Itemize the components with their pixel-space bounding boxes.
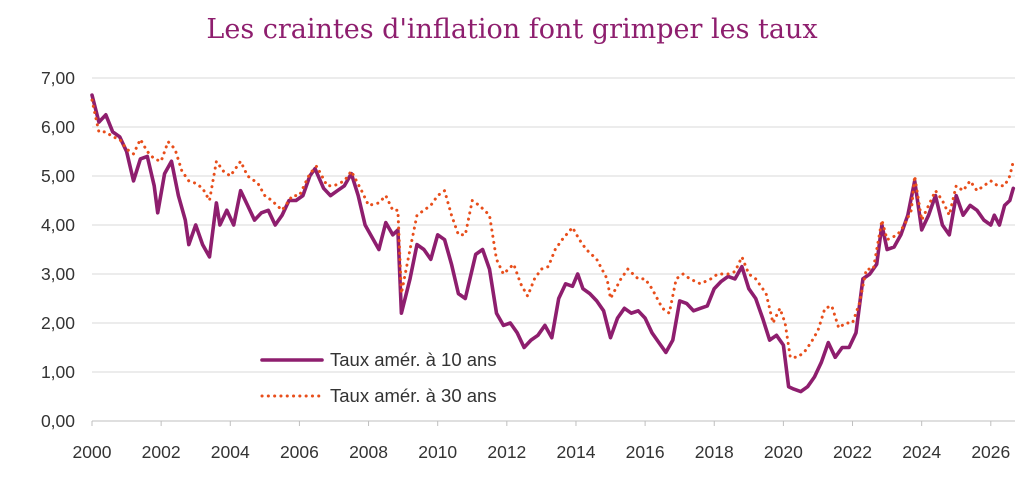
series-line-30-ans: [90, 98, 1015, 359]
x-tick-label: 2008: [349, 442, 388, 462]
x-tick-label: 2016: [626, 442, 665, 462]
x-tick-label: 2014: [557, 442, 596, 462]
x-tick-label: 2004: [211, 442, 250, 462]
x-tick-label: 2000: [73, 442, 112, 462]
x-tick-label: 2018: [695, 442, 734, 462]
x-tick-label: 2012: [487, 442, 526, 462]
y-tick-label: 7,00: [41, 68, 75, 88]
x-tick-label: 2024: [902, 442, 941, 462]
y-tick-label: 5,00: [41, 166, 75, 186]
x-tick-label: 2022: [833, 442, 872, 462]
y-tick-label: 6,00: [41, 117, 75, 137]
x-tick-label: 2026: [971, 442, 1010, 462]
x-tick-label: 2010: [418, 442, 457, 462]
y-tick-label: 2,00: [41, 313, 75, 333]
series-lines: [90, 93, 1016, 394]
x-tick-label: 2006: [280, 442, 319, 462]
series-line-10-ans: [90, 93, 1016, 394]
y-axis-tick-labels: 0,00 1,00 2,00 3,00 4,00 5,00 6,00 7,00: [41, 68, 75, 431]
y-tick-label: 1,00: [41, 362, 75, 382]
y-tick-label: 4,00: [41, 215, 75, 235]
legend-label-10-ans: Taux amér. à 10 ans: [330, 349, 497, 370]
legend-label-30-ans: Taux amér. à 30 ans: [330, 385, 497, 406]
y-tick-label: 3,00: [41, 264, 75, 284]
x-tick-label: 2002: [142, 442, 181, 462]
x-tick-label: 2020: [764, 442, 803, 462]
legend: Taux amér. à 10 ans Taux amér. à 30 ans: [260, 349, 497, 406]
y-tick-label: 0,00: [41, 411, 75, 431]
x-axis-tick-labels: 2000 2002 2004 2006 2008 2010 2012 2014 2016 2018…: [73, 442, 1011, 462]
chart-title: Les craintes d'inflation font grimper le…: [206, 14, 818, 45]
